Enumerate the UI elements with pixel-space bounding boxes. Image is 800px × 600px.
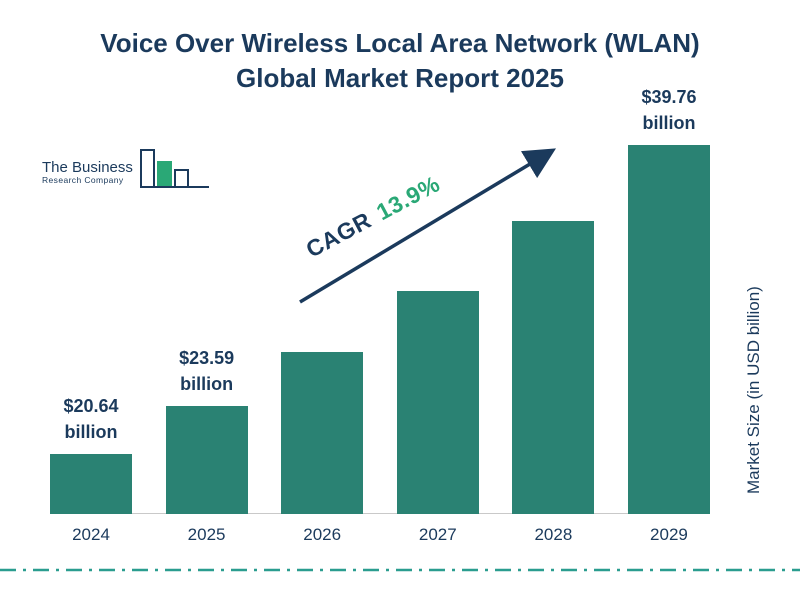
market-size-bar-chart: $20.64 billion 2024 $23.59 billion 2025 2026 20… bbox=[50, 84, 710, 556]
bar-value-label: $23.59 billion bbox=[179, 347, 235, 394]
bottom-dashed-divider bbox=[0, 568, 800, 572]
x-axis-tick-label: 2025 bbox=[187, 525, 226, 544]
bar-value-label: $20.64 billion bbox=[63, 395, 119, 442]
bar-column: 2028 bbox=[512, 84, 595, 556]
bar-2029 bbox=[627, 145, 710, 515]
page-title-line2: Global Market Report 2025 bbox=[236, 63, 564, 94]
company-logo-subname: Research Company bbox=[42, 175, 124, 186]
x-axis-tick-label: 2029 bbox=[650, 525, 688, 545]
bar-2027 bbox=[396, 291, 479, 514]
logo-bars-icon bbox=[139, 149, 209, 188]
bar-column: $20.64 billion 2024 bbox=[50, 84, 132, 556]
bar-2025 bbox=[165, 406, 248, 514]
bar-column: 2026 bbox=[281, 84, 364, 556]
cagr-trend-arrow bbox=[299, 148, 557, 304]
bar-column: $23.59 billion 2025 bbox=[165, 84, 248, 556]
y-axis-label: Market Size (in USD billion) bbox=[744, 286, 763, 494]
page-title-line1: Voice Over Wireless Local Area Network (… bbox=[100, 28, 700, 58]
bar-column: $39.76 billion 2029 bbox=[627, 84, 710, 556]
x-axis-tick-label: 2027 bbox=[418, 525, 457, 544]
bar-2028 bbox=[512, 221, 595, 514]
bar-value-label: $39.76 billion bbox=[641, 87, 697, 134]
bar-column: 2027 bbox=[396, 84, 479, 556]
x-axis-line bbox=[50, 513, 710, 514]
company-logo: The Business Research Company bbox=[42, 140, 211, 198]
x-axis-tick-label: 2024 bbox=[72, 525, 110, 544]
x-axis-tick-label: 2028 bbox=[534, 525, 573, 544]
page-title: Voice Over Wireless Local Area Network (… bbox=[0, 26, 800, 96]
bars-area: $20.64 billion 2024 $23.59 billion 2025 2026 20… bbox=[50, 84, 710, 556]
company-logo-text: The Business Research Company bbox=[42, 159, 133, 198]
bar-2024 bbox=[50, 454, 132, 514]
bar-2026 bbox=[281, 352, 364, 514]
x-axis-tick-label: 2026 bbox=[303, 525, 342, 544]
company-logo-name: The Business bbox=[42, 158, 133, 176]
